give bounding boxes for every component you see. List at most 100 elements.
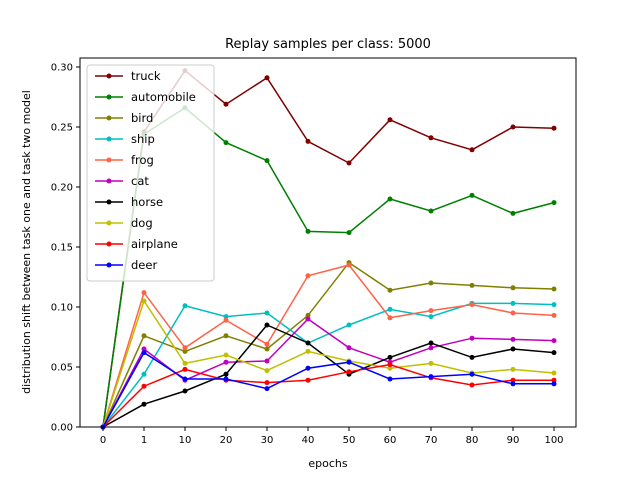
- x-tick-label: 60: [384, 435, 397, 446]
- data-point-frog: [305, 273, 311, 279]
- x-tick-label: 20: [220, 435, 233, 446]
- data-point-airplane: [346, 369, 352, 375]
- x-tick-label: 30: [261, 435, 274, 446]
- data-point-automobile: [428, 208, 434, 214]
- data-point-horse: [428, 340, 434, 346]
- data-point-deer: [305, 365, 311, 371]
- data-point-frog: [510, 310, 516, 316]
- data-point-truck: [305, 138, 311, 144]
- data-point-dog: [428, 360, 434, 366]
- series-line-deer: [102, 351, 554, 428]
- data-point-automobile: [223, 140, 229, 146]
- data-point-frog: [141, 290, 147, 296]
- legend-marker: [106, 115, 112, 121]
- data-point-horse: [264, 322, 270, 328]
- y-tick-label: 0.00: [51, 423, 73, 434]
- legend-marker: [106, 241, 112, 247]
- y-axis-label: distribution shift between task one and …: [20, 90, 33, 394]
- y-axis: 0.00 0.05 0.10 0.15 0.20 0.25 0.30: [51, 63, 80, 434]
- data-point-frog: [387, 315, 393, 321]
- data-point-frog: [428, 308, 434, 314]
- data-point-deer: [346, 359, 352, 365]
- series-line-dog: [102, 299, 555, 428]
- series-line-horse: [102, 324, 555, 428]
- data-point-bird: [305, 312, 311, 318]
- x-tick-label: 80: [466, 435, 479, 446]
- data-point-cat: [551, 338, 557, 344]
- data-point-bird: [551, 286, 557, 292]
- legend-label: deer: [131, 258, 157, 272]
- data-point-ship: [182, 303, 188, 309]
- legend-label: automobile: [131, 90, 196, 104]
- data-point-airplane: [182, 366, 188, 372]
- x-tick-label: 10: [179, 435, 192, 446]
- series-line-frog: [102, 264, 555, 428]
- legend-box: [86, 64, 215, 282]
- data-point-airplane: [469, 382, 475, 388]
- legend-marker: [106, 199, 112, 205]
- data-point-cat: [469, 335, 475, 341]
- data-point-cat: [141, 346, 147, 352]
- series-line-bird: [102, 261, 555, 428]
- data-point-horse: [182, 388, 188, 394]
- data-point-truck: [223, 101, 229, 107]
- legend-label: dog: [131, 216, 153, 230]
- x-tick-label: 100: [544, 435, 563, 446]
- data-point-cat: [428, 345, 434, 351]
- data-point-horse: [551, 350, 557, 356]
- data-point-airplane: [387, 362, 393, 368]
- data-point-deer: [182, 376, 188, 382]
- data-point-truck: [510, 124, 516, 130]
- data-point-bird: [469, 282, 475, 288]
- data-point-deer: [428, 374, 434, 380]
- y-tick-label: 0.30: [51, 63, 73, 74]
- data-point-cat: [346, 345, 352, 351]
- legend-label: airplane: [131, 237, 178, 251]
- data-point-truck: [469, 147, 475, 153]
- data-point-dog: [223, 352, 229, 358]
- legend-marker: [106, 220, 112, 226]
- data-point-bird: [223, 333, 229, 339]
- y-tick-label: 0.20: [51, 183, 73, 194]
- data-point-ship: [141, 371, 147, 377]
- data-point-truck: [387, 117, 393, 123]
- x-axis: 0 1 10 20 30 40 50 60 70 80 90 100: [100, 427, 564, 446]
- data-point-dog: [510, 366, 516, 372]
- data-point-ship: [387, 306, 393, 312]
- legend-marker: [106, 178, 112, 184]
- data-point-automobile: [551, 200, 557, 206]
- data-point-ship: [223, 314, 229, 320]
- data-point-automobile: [305, 228, 311, 234]
- data-point-frog: [223, 317, 229, 323]
- data-point-airplane: [141, 383, 147, 389]
- data-point-ship: [510, 300, 516, 306]
- data-point-truck: [428, 135, 434, 141]
- x-tick-label: 40: [302, 435, 315, 446]
- data-point-frog: [346, 262, 352, 268]
- y-tick-label: 0.10: [51, 303, 73, 314]
- data-point-automobile: [510, 210, 516, 216]
- data-point-truck: [551, 125, 557, 131]
- data-point-horse: [305, 340, 311, 346]
- data-point-cat: [305, 316, 311, 322]
- data-point-bird: [428, 280, 434, 286]
- data-point-dog: [551, 370, 557, 376]
- data-point-horse: [510, 346, 516, 352]
- data-point-ship: [264, 310, 270, 316]
- data-point-automobile: [469, 192, 475, 198]
- data-point-deer: [141, 350, 147, 356]
- data-point-horse: [387, 354, 393, 360]
- y-tick-label: 0.15: [51, 243, 73, 254]
- data-point-horse: [469, 354, 475, 360]
- data-point-deer: [551, 381, 557, 387]
- data-point-deer: [264, 386, 270, 392]
- data-point-bird: [182, 348, 188, 354]
- data-point-horse: [223, 371, 229, 377]
- data-point-deer: [510, 381, 516, 387]
- x-tick-label: 90: [507, 435, 520, 446]
- y-tick-label: 0.05: [51, 363, 73, 374]
- data-marks: [100, 68, 557, 430]
- x-axis-label: epochs: [308, 457, 347, 470]
- data-point-frog: [264, 341, 270, 347]
